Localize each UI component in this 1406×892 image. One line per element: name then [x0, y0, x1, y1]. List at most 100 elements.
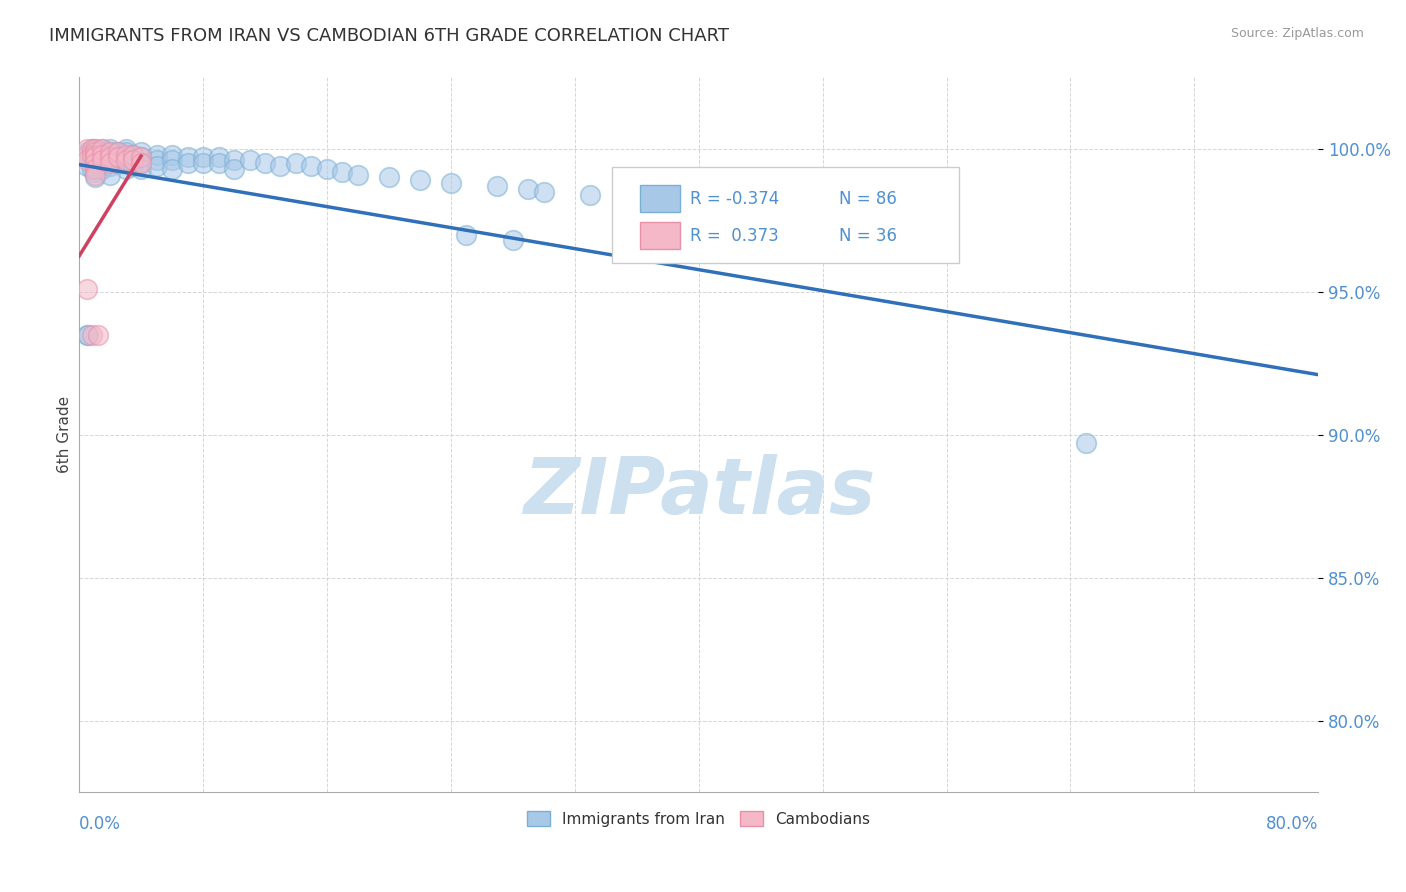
Point: [114, 153, 136, 168]
Point: [91, 153, 114, 168]
Point: [80, 153, 103, 168]
Point: [456, 227, 478, 242]
Point: [222, 161, 245, 176]
Point: [122, 153, 145, 168]
Point: [332, 165, 354, 179]
Point: [129, 156, 152, 170]
Point: [316, 161, 339, 176]
Point: [83, 165, 105, 179]
Point: [269, 159, 291, 173]
FancyBboxPatch shape: [612, 167, 959, 263]
Point: [533, 185, 555, 199]
Legend: Immigrants from Iran, Cambodians: Immigrants from Iran, Cambodians: [519, 803, 879, 834]
Point: [91, 142, 114, 156]
Point: [98, 168, 121, 182]
Text: ZIPatlas: ZIPatlas: [523, 454, 875, 530]
Text: N = 86: N = 86: [839, 190, 897, 208]
Point: [83, 159, 105, 173]
Point: [80, 327, 103, 342]
Point: [114, 147, 136, 161]
Point: [98, 159, 121, 173]
Point: [409, 173, 432, 187]
Point: [98, 153, 121, 168]
Point: [176, 151, 198, 165]
Point: [83, 145, 105, 159]
Point: [80, 147, 103, 161]
Point: [114, 145, 136, 159]
Point: [440, 176, 463, 190]
Point: [145, 153, 167, 168]
Point: [83, 142, 105, 156]
Point: [145, 159, 167, 173]
Point: [98, 145, 121, 159]
Point: [122, 159, 145, 173]
Point: [83, 156, 105, 170]
Point: [83, 161, 105, 176]
Point: [76, 145, 98, 159]
Point: [83, 170, 105, 185]
Point: [76, 151, 98, 165]
Point: [517, 182, 540, 196]
Point: [98, 142, 121, 156]
Point: [76, 153, 98, 168]
Point: [160, 161, 183, 176]
Point: [129, 145, 152, 159]
Point: [129, 151, 152, 165]
Point: [76, 327, 98, 342]
Point: [122, 153, 145, 168]
Point: [80, 161, 103, 176]
FancyBboxPatch shape: [641, 186, 681, 212]
Point: [91, 147, 114, 161]
Text: R = -0.374: R = -0.374: [690, 190, 779, 208]
Point: [107, 151, 129, 165]
Point: [285, 156, 308, 170]
Text: N = 36: N = 36: [839, 227, 897, 245]
Point: [76, 159, 98, 173]
Point: [91, 151, 114, 165]
Point: [160, 153, 183, 168]
Point: [502, 233, 524, 247]
Point: [91, 156, 114, 170]
Point: [347, 168, 370, 182]
Point: [253, 156, 276, 170]
Point: [83, 151, 105, 165]
Point: [176, 156, 198, 170]
Point: [98, 156, 121, 170]
Point: [129, 161, 152, 176]
Point: [83, 147, 105, 161]
Point: [91, 161, 114, 176]
Point: [83, 142, 105, 156]
Point: [98, 145, 121, 159]
Point: [1074, 436, 1097, 450]
Point: [238, 153, 260, 168]
Point: [222, 153, 245, 168]
Point: [86, 327, 108, 342]
Point: [83, 153, 105, 168]
Point: [160, 147, 183, 161]
Text: R =  0.373: R = 0.373: [690, 227, 779, 245]
Text: 80.0%: 80.0%: [1265, 814, 1319, 833]
Point: [80, 142, 103, 156]
FancyBboxPatch shape: [641, 222, 681, 249]
Point: [207, 151, 229, 165]
Point: [83, 151, 105, 165]
Text: IMMIGRANTS FROM IRAN VS CAMBODIAN 6TH GRADE CORRELATION CHART: IMMIGRANTS FROM IRAN VS CAMBODIAN 6TH GR…: [49, 27, 730, 45]
Point: [107, 156, 129, 170]
Point: [80, 147, 103, 161]
Point: [107, 151, 129, 165]
Point: [107, 145, 129, 159]
Point: [76, 282, 98, 296]
Point: [626, 190, 648, 204]
Point: [579, 187, 602, 202]
Point: [486, 179, 509, 194]
Text: Source: ZipAtlas.com: Source: ZipAtlas.com: [1230, 27, 1364, 40]
Point: [378, 170, 401, 185]
Point: [80, 142, 103, 156]
Point: [122, 147, 145, 161]
Point: [107, 145, 129, 159]
Point: [207, 156, 229, 170]
Point: [191, 156, 214, 170]
Point: [114, 142, 136, 156]
Point: [301, 159, 323, 173]
Y-axis label: 6th Grade: 6th Grade: [58, 396, 72, 474]
